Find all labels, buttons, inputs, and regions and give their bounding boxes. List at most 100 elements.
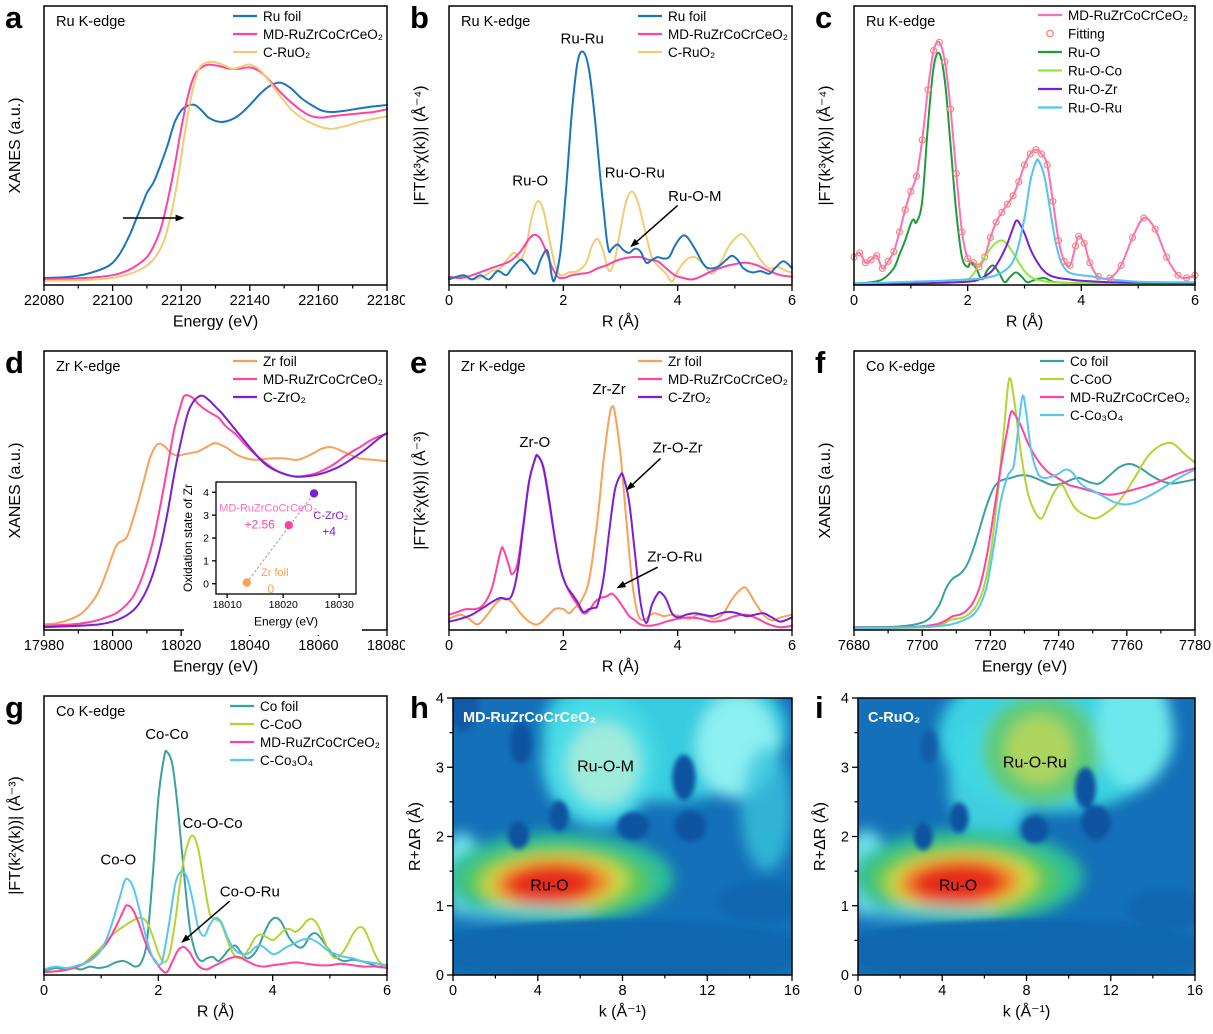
legend-label-zr-foil: Zr foil [668, 354, 702, 369]
contour-blob [510, 722, 532, 764]
annotation-co-o-co: Co-O-Co [183, 815, 243, 832]
annotation-md-ruzrcocrceo: MD-RuZrCoCrCeO₂ [219, 503, 317, 515]
x-tick-label: 18010 [213, 599, 242, 611]
series-c-coo [853, 377, 1196, 630]
panel-title: Ru K-edge [866, 14, 935, 30]
x-tick-label: 18080 [367, 638, 405, 654]
marker-fitting [975, 263, 983, 271]
x-tick-label: 22180 [367, 293, 405, 309]
y-tick-label: 3 [203, 510, 209, 522]
series-ru-o-co [853, 239, 1196, 286]
marker-fitting [1128, 234, 1137, 242]
marker-fitting [912, 172, 921, 180]
arrow-head [630, 238, 640, 248]
legend-label-ru-foil: Ru foil [263, 9, 301, 24]
panel-title: Zr K-edge [461, 359, 525, 375]
marker-c-zro-point [309, 489, 319, 498]
marker-fitting [895, 228, 904, 236]
marker-fitting [1026, 150, 1034, 158]
y-tick-label: 4 [436, 691, 444, 707]
x-tick-label: 7740 [1042, 638, 1074, 654]
legend-label-c-zro: C-ZrO₂ [668, 390, 711, 405]
x-axis-label: Energy (eV) [982, 659, 1067, 676]
x-tick-label: 0 [850, 293, 858, 309]
series-c-co-o [853, 394, 1196, 630]
annotation-co-co: Co-Co [145, 726, 188, 743]
marker-fitting [1074, 232, 1083, 240]
legend-label-c-ruo: C-RuO₂ [263, 45, 310, 60]
y-axis-label: |FT(k³χ(k))| (Å⁻⁴) [410, 86, 429, 206]
series-md-ruzrcocrceo [448, 233, 793, 281]
marker-fitting [1055, 236, 1063, 244]
contour-blob [672, 754, 696, 801]
legend-label-ru-o-ru: Ru-O-Ru [1068, 100, 1122, 115]
marker-fitting [1032, 146, 1040, 154]
panel-g-letter: g [5, 690, 24, 725]
y-axis-label: XANES (a.u.) [7, 442, 24, 538]
panel-title: MD-RuZrCoCrCeO₂ [463, 710, 596, 726]
contour-map [858, 698, 1195, 975]
panel-h: h 0 4 8 12 16 0 1 2 3 4 k (Å⁻¹) R+ΔR (Å) MD-RuZrCoCr… [405, 690, 810, 1034]
y-axis-label: Oxidation state of Zr [181, 484, 195, 592]
series-c-coo [43, 834, 388, 974]
legend-label-md-ruzrcocrceo: MD-RuZrCoCrCeO₂ [1068, 8, 1188, 23]
legend-label-md-ruzrcocrceo: MD-RuZrCoCrCeO₂ [260, 735, 380, 750]
annotation-arrow [622, 566, 658, 586]
panel-h-letter: h [410, 690, 429, 725]
marker-fitting [1049, 197, 1057, 205]
panel-i: i 0 4 8 12 16 0 1 2 3 4 k (Å⁻¹) R+ΔR (Å) C-RuO₂ Ru-O-… [810, 690, 1213, 1034]
y-tick-label: 2 [841, 830, 849, 846]
contour-blob [1096, 698, 1172, 789]
x-tick-label: 7720 [974, 638, 1006, 654]
legend-label-md-ruzrcocrceo: MD-RuZrCoCrCeO₂ [263, 27, 383, 42]
panel-b-letter: b [410, 0, 429, 35]
series-ru-o-ru [853, 158, 1196, 285]
plot-border [448, 5, 793, 286]
contour-blob [674, 810, 707, 842]
y-tick-label: 0 [203, 578, 209, 590]
marker-fitting [1015, 178, 1023, 186]
x-tick-label: 18060 [298, 638, 338, 654]
contour-blob [949, 802, 969, 834]
contour-blob [1021, 815, 1049, 844]
x-tick-label: 16 [784, 983, 800, 999]
annotation-2-56: +2.56 [244, 517, 275, 531]
panel-title: Ru K-edge [56, 14, 125, 30]
x-tick-label: 22140 [230, 293, 270, 309]
y-axis-label: |FT(k²χ(k))| (Å⁻³) [5, 776, 24, 894]
x-tick-label: 0 [445, 638, 453, 654]
x-tick-label: 4 [674, 638, 682, 654]
x-tick-label: 4 [674, 293, 682, 309]
contour-blob [1081, 805, 1111, 840]
annotation-ru-o: Ru-O [939, 878, 977, 895]
x-tick-label: 16 [1187, 983, 1203, 999]
marker-fitting [998, 208, 1006, 217]
panel-a-group: 22080 22100 22120 22140 22160 22180 Energy (eV… [7, 5, 405, 331]
y-axis-label: |FT(k²χ(k))| (Å⁻³) [410, 431, 429, 549]
marker-fitting [1117, 261, 1125, 270]
contour-blob [1005, 715, 1073, 785]
annotation-ru-o: Ru-O [530, 878, 568, 895]
annotation-c-zro: C-ZrO₂ [313, 510, 348, 522]
marker-fitting [867, 256, 875, 264]
x-tick-label: 4 [269, 983, 277, 999]
y-tick-label: 3 [841, 760, 849, 776]
contour-blob [913, 822, 933, 851]
legend-label-co-foil: Co foil [1070, 354, 1108, 369]
arrow-head [175, 214, 185, 222]
y-axis-label: R+ΔR (Å) [405, 802, 424, 871]
legend-label-md-ruzrcocrceo: MD-RuZrCoCrCeO₂ [668, 372, 788, 387]
panel-b-plot: 0 2 4 6 R (Å) |FT(k³χ(k))| (Å⁻⁴) Ru K-edge Ru f… [410, 5, 796, 331]
series-c-ruo [43, 60, 388, 282]
x-axis-label: R (Å) [602, 657, 639, 676]
x-axis-label: Energy (eV) [254, 615, 318, 629]
x-tick-label: 6 [383, 983, 391, 999]
panel-f: f 7680 7700 7720 7740 7760 7780 Energy (eV) XAN… [810, 345, 1213, 690]
x-tick-label: 7700 [906, 638, 938, 654]
y-tick-label: 2 [203, 533, 209, 545]
contour-blob [453, 919, 792, 975]
x-tick-label: 17980 [24, 638, 64, 654]
series-co-foil [853, 462, 1196, 629]
series-md-ruzrcocrceo [43, 904, 388, 974]
